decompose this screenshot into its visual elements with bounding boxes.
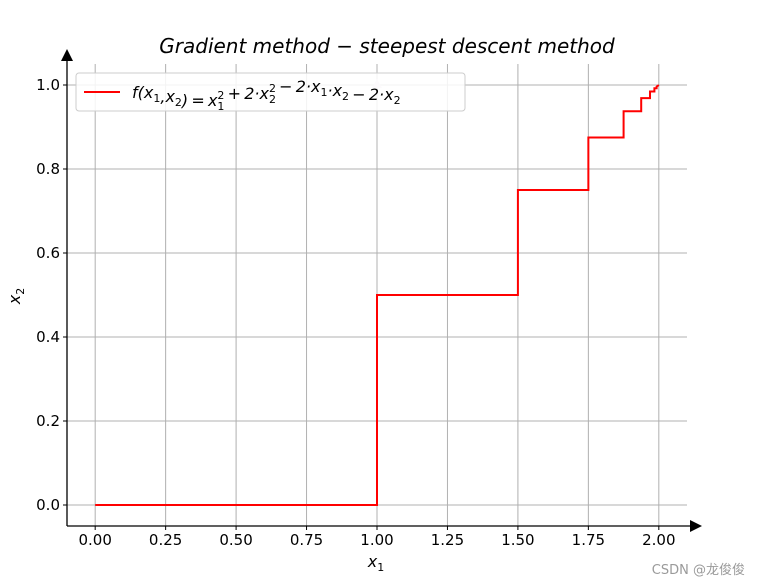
series-lines bbox=[95, 84, 660, 506]
x-tick-label: 0.25 bbox=[149, 531, 182, 549]
y-tick-label: 0.8 bbox=[36, 160, 60, 178]
x-tick-label: 1.75 bbox=[572, 531, 605, 549]
x-axis-label: x1 bbox=[367, 552, 384, 574]
y-tick-label: 0.6 bbox=[36, 244, 60, 262]
x-tick-label: 1.25 bbox=[431, 531, 464, 549]
y-tick-label: 0.2 bbox=[36, 412, 60, 430]
y-axis-label: x2 bbox=[5, 288, 27, 305]
x-tick-label: 0.00 bbox=[78, 531, 111, 549]
series-line bbox=[95, 84, 660, 506]
watermark-text: CSDN @龙俊俊 bbox=[651, 563, 745, 578]
x-tick-label: 1.00 bbox=[360, 531, 393, 549]
tick-labels: 0.00 0.25 0.50 0.75 1.00 1.25 1.50 1.75 2.00 0.0 0… bbox=[36, 76, 675, 549]
legend-label: f(x1,x2) = x12 + 2·x22 − 2·x1·x2 − 2·x2 bbox=[132, 77, 401, 113]
y-tick-label: 0.4 bbox=[36, 328, 60, 346]
x-tick-label: 1.50 bbox=[501, 531, 534, 549]
axes bbox=[61, 49, 702, 532]
chart-title: Gradient method − steepest descent metho… bbox=[159, 34, 615, 58]
legend-box bbox=[75, 72, 466, 112]
x-tick-label: 2.00 bbox=[642, 531, 675, 549]
y-tick-label: 1.0 bbox=[36, 76, 60, 94]
y-axis-arrow bbox=[61, 49, 73, 61]
x-tick-label: 0.50 bbox=[219, 531, 252, 549]
legend: f(x1,x2) = x12 + 2·x22 − 2·x1·x2 − 2·x2 bbox=[75, 72, 466, 113]
x-axis-arrow bbox=[690, 520, 702, 532]
chart-texts: Gradient method − steepest descent metho… bbox=[5, 34, 615, 574]
x-tick-label: 0.75 bbox=[290, 531, 323, 549]
y-tick-label: 0.0 bbox=[36, 496, 60, 514]
